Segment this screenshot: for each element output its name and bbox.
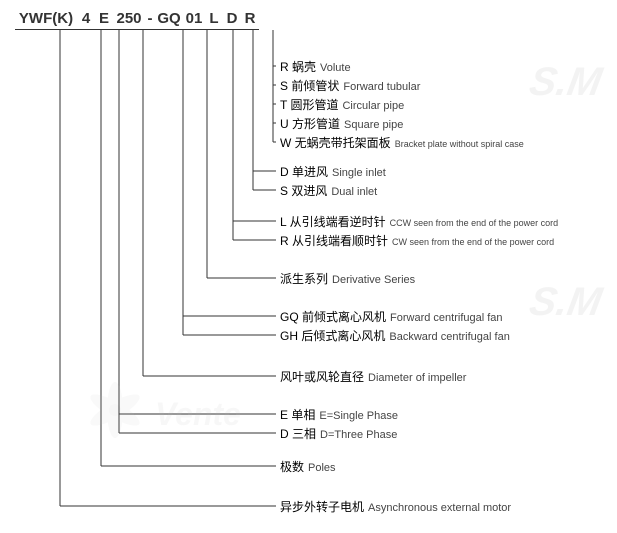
desc-line: R 蜗壳 Volute — [280, 58, 351, 76]
code-segment-9: R — [241, 10, 259, 30]
watermark-sm: S.M — [526, 280, 605, 325]
code-segment-8: D — [223, 10, 241, 30]
desc-line: GH 后倾式离心风机 Backward centrifugal fan — [280, 327, 510, 345]
desc-line: 风叶或风轮直径Diameter of impeller — [280, 368, 466, 386]
desc-en: Dual inlet — [331, 186, 377, 198]
desc-line: L 从引线端看逆时针 CCW seen from the end of the p… — [280, 213, 558, 231]
desc-cn: 双进风 — [291, 184, 327, 198]
desc-code: S — [280, 79, 291, 93]
watermark-sm: S.M — [526, 60, 605, 105]
desc-en: Poles — [308, 462, 336, 474]
desc-line: GQ 前倾式离心风机 Forward centrifugal fan — [280, 308, 503, 326]
desc-en: Single inlet — [332, 167, 386, 179]
desc-cn: 派生系列 — [280, 272, 328, 286]
vent-logo-text: Vente — [155, 396, 241, 432]
desc-code: GQ — [280, 310, 302, 324]
desc-code: L — [280, 215, 290, 229]
desc-en: E=Single Phase — [319, 410, 398, 422]
desc-en: Backward centrifugal fan — [389, 331, 509, 343]
desc-cn: 后倾式离心风机 — [301, 329, 385, 343]
code-segment-3: 250 — [113, 10, 145, 30]
code-segment-1: 4 — [77, 10, 95, 30]
model-code-row: YWF(K)4E250-GQ01LDR — [15, 10, 259, 30]
code-segment-6: 01 — [183, 10, 205, 30]
code-segment-2: E — [95, 10, 113, 30]
desc-en: Volute — [320, 62, 351, 74]
fan-logo-watermark: Vente — [80, 370, 300, 455]
code-segment-5: GQ — [155, 10, 183, 30]
desc-cn: 方形管道 — [292, 117, 340, 131]
desc-cn: 极数 — [280, 460, 304, 474]
desc-line: 派生系列 Derivative Series — [280, 270, 415, 288]
desc-cn: 从引线端看逆时针 — [290, 215, 386, 229]
desc-line: 极数 Poles — [280, 458, 336, 476]
desc-code: T — [280, 98, 290, 112]
desc-code: R — [280, 60, 292, 74]
desc-en: Square pipe — [344, 119, 403, 131]
desc-code: D — [280, 165, 292, 179]
desc-code: W — [280, 136, 295, 150]
desc-line: R 从引线端看顺时针 CW seen from the end of the po… — [280, 232, 554, 250]
desc-line: D 单进风 Single inlet — [280, 163, 386, 181]
code-segment-0: YWF(K) — [15, 10, 77, 30]
desc-en: Forward tubular — [343, 81, 420, 93]
desc-cn: 单进风 — [292, 165, 328, 179]
desc-cn: 蜗壳 — [292, 60, 316, 74]
desc-en: Asynchronous external motor — [368, 502, 511, 514]
desc-cn: 前倾管状 — [291, 79, 339, 93]
desc-line: T 圆形管道 Circular pipe — [280, 96, 404, 114]
desc-line: U 方形管道 Square pipe — [280, 115, 403, 133]
desc-en: CW seen from the end of the power cord — [392, 237, 554, 247]
desc-en: Diameter of impeller — [368, 372, 466, 384]
desc-cn: 前倾式离心风机 — [302, 310, 386, 324]
desc-cn: 从引线端看顺时针 — [292, 234, 388, 248]
desc-cn: 圆形管道 — [290, 98, 338, 112]
desc-en: CCW seen from the end of the power cord — [390, 218, 559, 228]
desc-cn: 无蜗壳带托架面板 — [295, 136, 391, 150]
desc-line: S 双进风 Dual inlet — [280, 182, 377, 200]
desc-cn: 异步外转子电机 — [280, 500, 364, 514]
code-segment-7: L — [205, 10, 223, 30]
desc-code: U — [280, 117, 292, 131]
desc-code: R — [280, 234, 292, 248]
desc-line: W 无蜗壳带托架面板 Bracket plate without spiral c… — [280, 134, 524, 152]
desc-line: 异步外转子电机 Asynchronous external motor — [280, 498, 511, 516]
desc-en: D=Three Phase — [320, 429, 397, 441]
desc-line: S 前倾管状 Forward tubular — [280, 77, 420, 95]
desc-en: Forward centrifugal fan — [390, 312, 503, 324]
desc-code: GH — [280, 329, 301, 343]
desc-en: Derivative Series — [332, 274, 415, 286]
desc-code: S — [280, 184, 291, 198]
desc-en: Circular pipe — [342, 100, 404, 112]
code-segment-4: - — [145, 10, 155, 30]
desc-en: Bracket plate without spiral case — [395, 139, 524, 149]
